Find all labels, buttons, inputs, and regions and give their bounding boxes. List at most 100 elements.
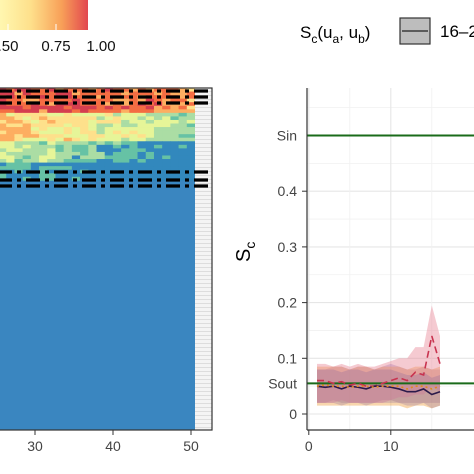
heatmap-cell <box>71 159 81 163</box>
heatmap-cell <box>47 119 56 124</box>
heatmap-cell <box>96 134 106 139</box>
heatmap-cell <box>71 141 81 146</box>
heatmap-cell <box>170 127 180 132</box>
heatmap-cell <box>30 151 40 156</box>
heatmap-cell <box>14 91 24 96</box>
heatmap-cell <box>170 166 180 171</box>
heatmap-cell <box>47 105 56 110</box>
heatmap-cell <box>104 176 114 181</box>
heatmap-cell <box>47 166 56 171</box>
line-y-axis-title: Sc <box>233 242 258 262</box>
heatmap-cell <box>178 159 188 163</box>
heatmap-cell <box>121 102 130 107</box>
heatmap-cell <box>96 88 106 92</box>
heatmap-cell <box>186 137 196 142</box>
heatmap-cell <box>170 173 180 178</box>
heatmap-cell <box>39 88 48 92</box>
heatmap-cell <box>88 116 97 121</box>
heatmap-cell <box>162 98 171 103</box>
heatmap-cell <box>145 151 155 156</box>
heatmap-cell <box>104 166 114 171</box>
heatmap-cell <box>71 109 81 114</box>
heatmap-cell <box>112 155 122 160</box>
heatmap-cell <box>14 144 24 149</box>
heatmap-cell <box>0 144 7 149</box>
heatmap-cell <box>129 127 139 132</box>
heatmap-cell <box>137 119 147 124</box>
heatmap-cell <box>71 151 81 156</box>
heatmap-cell <box>145 98 155 103</box>
heatmap-cell <box>162 173 171 178</box>
heatmap-cell <box>170 151 180 156</box>
heatmap-cell <box>137 112 147 117</box>
heatmap-cell <box>178 98 188 103</box>
heatmap-cell <box>22 134 32 139</box>
heatmap-cell <box>22 119 32 124</box>
heatmap-cell <box>137 91 147 96</box>
heatmap-cell <box>80 130 89 135</box>
heatmap-cell <box>39 95 48 100</box>
heatmap-cell <box>0 137 7 142</box>
heatmap-cell <box>137 148 147 153</box>
heatmap-cell <box>14 137 24 142</box>
heatmap-cell <box>6 159 15 163</box>
heatmap-cell <box>129 144 139 149</box>
heatmap-cell <box>39 155 48 160</box>
heatmap-cell <box>14 109 24 114</box>
band-orange <box>317 366 440 409</box>
heatmap-cell <box>88 123 97 128</box>
heatmap-cell <box>170 119 180 124</box>
heatmap-cell <box>112 130 122 135</box>
heatmap-cell <box>178 162 188 167</box>
heatmap-cell <box>153 109 163 114</box>
heatmap-cell <box>112 105 122 110</box>
heatmap-cell <box>121 95 130 100</box>
heatmap-cell <box>6 119 15 124</box>
heatmap-cell <box>30 162 40 167</box>
heatmap-cell <box>0 119 7 124</box>
heatmap-cell <box>162 134 171 139</box>
heatmap-cell <box>80 166 89 171</box>
heatmap-cell <box>63 116 73 121</box>
heatmap-cell <box>112 162 122 167</box>
heatmap-cell <box>63 119 73 124</box>
heatmap-cell <box>186 144 196 149</box>
heatmap-cell <box>63 130 73 135</box>
heatmap-cell <box>121 169 130 174</box>
heatmap-cell <box>0 148 7 153</box>
heatmap-cell <box>121 141 130 146</box>
heatmap-cell <box>14 127 24 132</box>
heatmap-cell <box>39 134 48 139</box>
heatmap-cell <box>104 148 114 153</box>
heatmap-cell <box>47 151 56 156</box>
heatmap-cell <box>39 116 48 121</box>
heatmap-cell <box>30 137 40 142</box>
heatmap-cell <box>0 91 7 96</box>
heatmap-cell <box>88 127 97 132</box>
heatmap-cell <box>96 151 106 156</box>
heatmap-cell <box>0 141 7 146</box>
heatmap-cell <box>22 144 32 149</box>
heatmap-cell <box>121 123 130 128</box>
heatmap-cell <box>170 141 180 146</box>
heatmap-cell <box>88 134 97 139</box>
heatmap-cell <box>121 166 130 171</box>
heatmap-cell <box>153 148 163 153</box>
heatmap-cell <box>153 130 163 135</box>
heatmap-cell <box>170 112 180 117</box>
heatmap-cell <box>137 173 147 178</box>
heatmap-cell <box>104 127 114 132</box>
heatmap-cell <box>137 159 147 163</box>
heatmap-cell <box>129 95 139 100</box>
heatmap-cell <box>47 169 56 174</box>
heatmap-cell <box>47 109 56 114</box>
heatmap-cell <box>63 162 73 167</box>
heatmap-cell <box>129 88 139 92</box>
heatmap-cell <box>88 166 97 171</box>
heatmap-cell <box>104 91 114 96</box>
heatmap-cell <box>39 137 48 142</box>
heatmap-cell <box>14 162 24 167</box>
heatmap-cell <box>96 98 106 103</box>
heatmap-cell <box>112 134 122 139</box>
